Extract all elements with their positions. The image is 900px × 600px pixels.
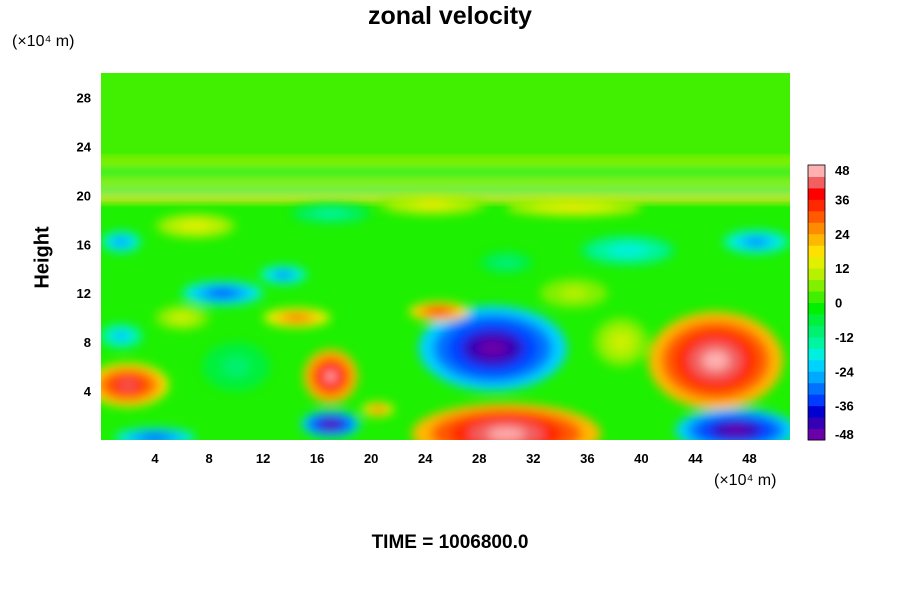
colorbar-level-0 bbox=[808, 428, 825, 441]
x-axis-unit: (×10⁴ m) bbox=[714, 472, 777, 489]
x-tick-label-36: 36 bbox=[580, 451, 594, 466]
x-tick-label-32: 32 bbox=[526, 451, 540, 466]
velocity-cell-1-level-4 bbox=[487, 427, 526, 440]
velocity-field bbox=[101, 73, 790, 440]
velocity-cell-3-level-4 bbox=[723, 425, 749, 435]
x-tick-label-20: 20 bbox=[364, 451, 378, 466]
y-tick-label-20: 20 bbox=[77, 188, 91, 203]
colorbar-level-18 bbox=[808, 222, 825, 235]
y-axis: 4 8 12 16 20 24 28 bbox=[77, 90, 92, 399]
y-tick-label-4: 4 bbox=[84, 384, 92, 399]
colorbar-level-3 bbox=[808, 394, 825, 407]
x-tick-label-40: 40 bbox=[634, 451, 648, 466]
colorbar-level-7 bbox=[808, 348, 825, 361]
colorbar-level-5 bbox=[808, 371, 825, 384]
colorbar-level-11 bbox=[808, 302, 825, 315]
colorbar-level-14 bbox=[808, 268, 825, 281]
colorbar-tick-label--12: -12 bbox=[835, 330, 854, 345]
y-axis-unit: (×10⁴ m) bbox=[12, 33, 75, 50]
velocity-cell-20-level-4 bbox=[187, 223, 204, 229]
velocity-cell-23-level-4 bbox=[229, 361, 243, 372]
velocity-cell-17-level-4 bbox=[421, 203, 443, 208]
velocity-cells bbox=[101, 195, 790, 440]
colorbar-frame bbox=[807, 164, 826, 441]
colorbar-level-17 bbox=[808, 233, 825, 246]
velocity-cell-2-level-4 bbox=[702, 350, 730, 371]
x-tick-label-24: 24 bbox=[418, 451, 433, 466]
colorbar-level-4 bbox=[808, 382, 825, 395]
velocity-cell-7-level-4 bbox=[146, 435, 164, 440]
velocity-cell-5-level-4 bbox=[324, 421, 337, 427]
colorbar-level-2 bbox=[808, 405, 825, 418]
wave-band-0 bbox=[101, 158, 790, 165]
colorbar-level-13 bbox=[808, 279, 825, 292]
velocity-cell-6-level-4 bbox=[119, 380, 137, 390]
colorbar-tick-label-48: 48 bbox=[835, 163, 849, 178]
velocity-cell-18-level-4 bbox=[500, 260, 512, 265]
colorbar-level-19 bbox=[808, 210, 825, 223]
velocity-cell-9-level-4 bbox=[278, 272, 289, 277]
x-tick-label-16: 16 bbox=[310, 451, 324, 466]
colorbar-tick-label-0: 0 bbox=[835, 296, 842, 311]
velocity-cell-11-level-4 bbox=[749, 239, 763, 245]
wave-band-3 bbox=[101, 188, 790, 195]
velocity-cell-13-level-4 bbox=[432, 309, 445, 314]
velocity-cell-15-level-4 bbox=[374, 407, 382, 411]
colorbar-level-20 bbox=[808, 199, 825, 212]
x-tick-label-4: 4 bbox=[151, 451, 159, 466]
velocity-cell-25-level-4 bbox=[176, 315, 188, 321]
colorbar-tick-label-24: 24 bbox=[835, 227, 850, 242]
chart-title: zonal velocity bbox=[368, 2, 532, 30]
y-tick-label-8: 8 bbox=[84, 335, 91, 350]
x-tick-label-48: 48 bbox=[742, 451, 756, 466]
time-label: TIME = 1006800.0 bbox=[371, 532, 529, 553]
colorbar-tick-label--36: -36 bbox=[835, 399, 854, 414]
colorbar-tick-label-12: 12 bbox=[835, 261, 849, 276]
velocity-cell-19-level-4 bbox=[618, 247, 638, 254]
y-tick-label-28: 28 bbox=[77, 90, 91, 105]
x-tick-label-8: 8 bbox=[205, 451, 212, 466]
x-tick-label-44: 44 bbox=[688, 451, 703, 466]
velocity-cell-0-level-4 bbox=[477, 339, 508, 357]
velocity-cell-8-level-4 bbox=[214, 290, 231, 296]
wave-band-1 bbox=[101, 170, 790, 177]
y-tick-label-16: 16 bbox=[77, 237, 91, 252]
x-tick-label-28: 28 bbox=[472, 451, 486, 466]
colorbar-level-21 bbox=[808, 187, 825, 200]
velocity-cell-24-level-4 bbox=[567, 290, 581, 297]
x-tick-label-12: 12 bbox=[256, 451, 270, 466]
colorbar-level-22 bbox=[808, 176, 825, 189]
colorbar-level-1 bbox=[808, 417, 825, 430]
colorbar-level-10 bbox=[808, 313, 825, 326]
colorbar-level-8 bbox=[808, 336, 825, 349]
y-tick-label-12: 12 bbox=[77, 286, 91, 301]
velocity-cell-21-level-4 bbox=[560, 205, 588, 210]
colorbar: 48 36 24 12 0 -12 -24 -36 -48 bbox=[807, 163, 855, 442]
y-tick-label-24: 24 bbox=[77, 139, 92, 154]
colorbar-level-23 bbox=[808, 165, 825, 177]
velocity-cell-12-level-4 bbox=[116, 333, 126, 339]
wave-band-2 bbox=[101, 180, 790, 187]
velocity-cell-14-level-4 bbox=[290, 315, 304, 320]
colorbar-tick-label--24: -24 bbox=[835, 364, 855, 379]
x-axis: 4 8 12 16 20 24 28 32 36 40 44 48 bbox=[151, 451, 756, 466]
colorbar-level-12 bbox=[808, 291, 825, 303]
velocity-cell-10-level-4 bbox=[117, 239, 126, 245]
velocity-cell-16-level-4 bbox=[615, 337, 627, 348]
velocity-cell-22-level-4 bbox=[322, 211, 339, 216]
colorbar-level-9 bbox=[808, 325, 825, 338]
colorbar-level-6 bbox=[808, 359, 825, 372]
colorbar-tick-label-36: 36 bbox=[835, 192, 849, 207]
colorbar-level-15 bbox=[808, 256, 825, 269]
velocity-cell-4-level-4 bbox=[325, 371, 337, 382]
colorbar-tick-label--48: -48 bbox=[835, 427, 854, 442]
colorbar-level-16 bbox=[808, 245, 825, 258]
